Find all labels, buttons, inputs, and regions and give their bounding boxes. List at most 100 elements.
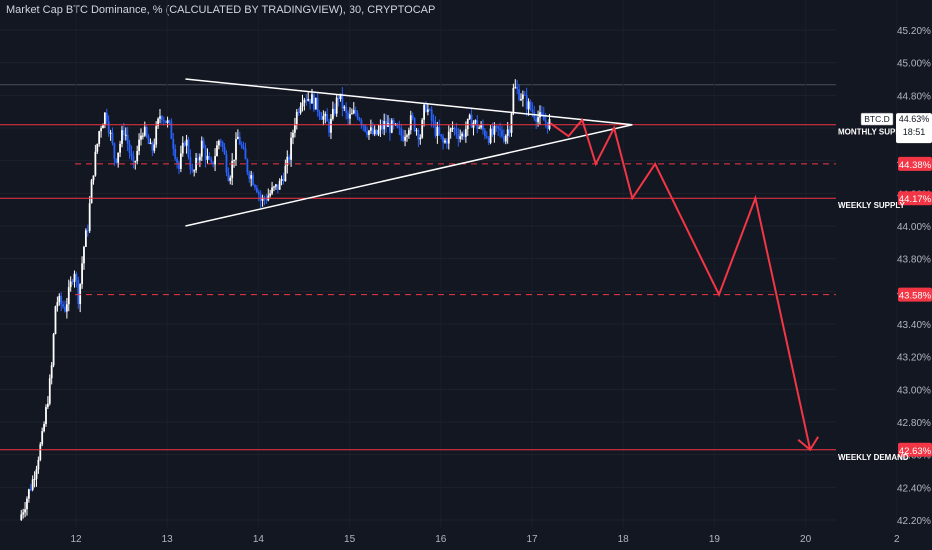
- candle-body: [366, 131, 368, 135]
- current-price-tag: [896, 113, 932, 144]
- candle-body: [58, 295, 61, 303]
- candle-body: [191, 169, 194, 171]
- x-tick-label: 15: [344, 534, 356, 545]
- candle-body: [371, 127, 374, 135]
- candle-body: [109, 132, 112, 134]
- candle-body: [527, 101, 530, 110]
- candle-body: [478, 127, 481, 129]
- candle-body: [506, 129, 509, 136]
- candle-body: [299, 106, 302, 113]
- candle-body: [449, 128, 452, 132]
- candle-body: [520, 98, 522, 101]
- x-tick-label: 19: [709, 534, 721, 545]
- candle-body: [330, 118, 332, 133]
- candle-body: [312, 94, 315, 110]
- candle-body: [406, 135, 408, 137]
- candle-body: [276, 184, 279, 190]
- candle-body: [466, 118, 469, 130]
- candle-body: [235, 139, 237, 160]
- candle-body: [159, 116, 161, 119]
- candle-body: [381, 125, 384, 130]
- candle-body: [423, 104, 425, 120]
- level-price-label: 44.17%: [899, 194, 932, 205]
- candle-body: [252, 175, 254, 186]
- candle-body: [447, 131, 450, 144]
- candle-body: [254, 185, 256, 188]
- x-axis[interactable]: 12 13 14 15 16 17 18 19 20 2: [70, 534, 900, 545]
- candle-body: [369, 127, 372, 131]
- candle-body: [145, 126, 148, 137]
- candle-body: [430, 109, 433, 121]
- candle-body: [402, 135, 405, 141]
- candle-body: [24, 509, 26, 513]
- candle-body: [128, 143, 131, 154]
- candle-body: [352, 110, 355, 114]
- candle-body: [282, 179, 285, 182]
- candle-body: [542, 115, 545, 121]
- candle-body: [390, 120, 393, 133]
- candle-body: [415, 130, 418, 132]
- candle-body: [75, 273, 78, 280]
- chart-title: Market Cap BTC Dominance, % (CALCULATED …: [6, 4, 436, 16]
- candle-body: [337, 97, 340, 100]
- candle-body: [345, 106, 348, 113]
- candle-body: [103, 112, 106, 125]
- candle-body: [197, 157, 199, 161]
- x-tick-label: 16: [435, 534, 447, 545]
- candle-body: [482, 125, 484, 131]
- candle-body: [90, 180, 93, 204]
- candle-body: [293, 124, 296, 133]
- zone-label: WEEKLY DEMAND: [838, 453, 909, 462]
- candle-body: [324, 113, 327, 117]
- level-price-label: 44.38%: [899, 160, 932, 171]
- candle-body: [166, 120, 169, 124]
- candle-body: [409, 115, 412, 131]
- candle-body: [385, 121, 387, 127]
- y-tick-label: 42.20%: [897, 516, 931, 527]
- candle-body: [438, 127, 441, 135]
- candle-body: [94, 151, 97, 176]
- candle-body: [297, 111, 300, 113]
- candle-body: [178, 162, 180, 169]
- candle-body: [504, 135, 507, 142]
- candle-body: [523, 94, 526, 96]
- candle-body: [39, 444, 42, 460]
- candle-body: [121, 130, 123, 144]
- candle-body: [396, 123, 399, 128]
- level-price-tag: [898, 156, 932, 171]
- candle-body: [100, 128, 102, 132]
- candle-body: [35, 469, 38, 479]
- candle-body: [316, 97, 319, 112]
- projection-path: [549, 117, 812, 451]
- candle-body: [257, 192, 260, 195]
- candle-body: [164, 120, 167, 124]
- candle-body: [183, 142, 186, 146]
- candle-body: [187, 139, 190, 157]
- candle-body: [358, 118, 361, 121]
- candle-body: [71, 281, 74, 283]
- candle-body: [301, 102, 304, 107]
- candle-body: [259, 194, 262, 201]
- candle-body: [388, 123, 391, 133]
- candle-body: [189, 156, 192, 170]
- candle-body: [417, 130, 420, 140]
- candle-body: [314, 97, 317, 110]
- candle-body: [261, 197, 264, 201]
- candle-body: [200, 140, 203, 157]
- candle-body: [151, 142, 154, 151]
- candle-body: [400, 128, 403, 136]
- candle-body: [46, 403, 49, 408]
- candle-body: [444, 140, 446, 143]
- candle-body: [432, 120, 435, 123]
- candle-body: [52, 334, 55, 366]
- candle-body: [377, 129, 380, 135]
- candle-body: [172, 138, 175, 149]
- candle-body: [43, 424, 45, 432]
- candle-body: [356, 113, 359, 119]
- candle-body: [223, 147, 226, 155]
- candle-body: [445, 140, 448, 144]
- y-tick-label: 43.00%: [897, 385, 931, 396]
- candle-body: [242, 146, 245, 149]
- candle-body: [79, 284, 82, 305]
